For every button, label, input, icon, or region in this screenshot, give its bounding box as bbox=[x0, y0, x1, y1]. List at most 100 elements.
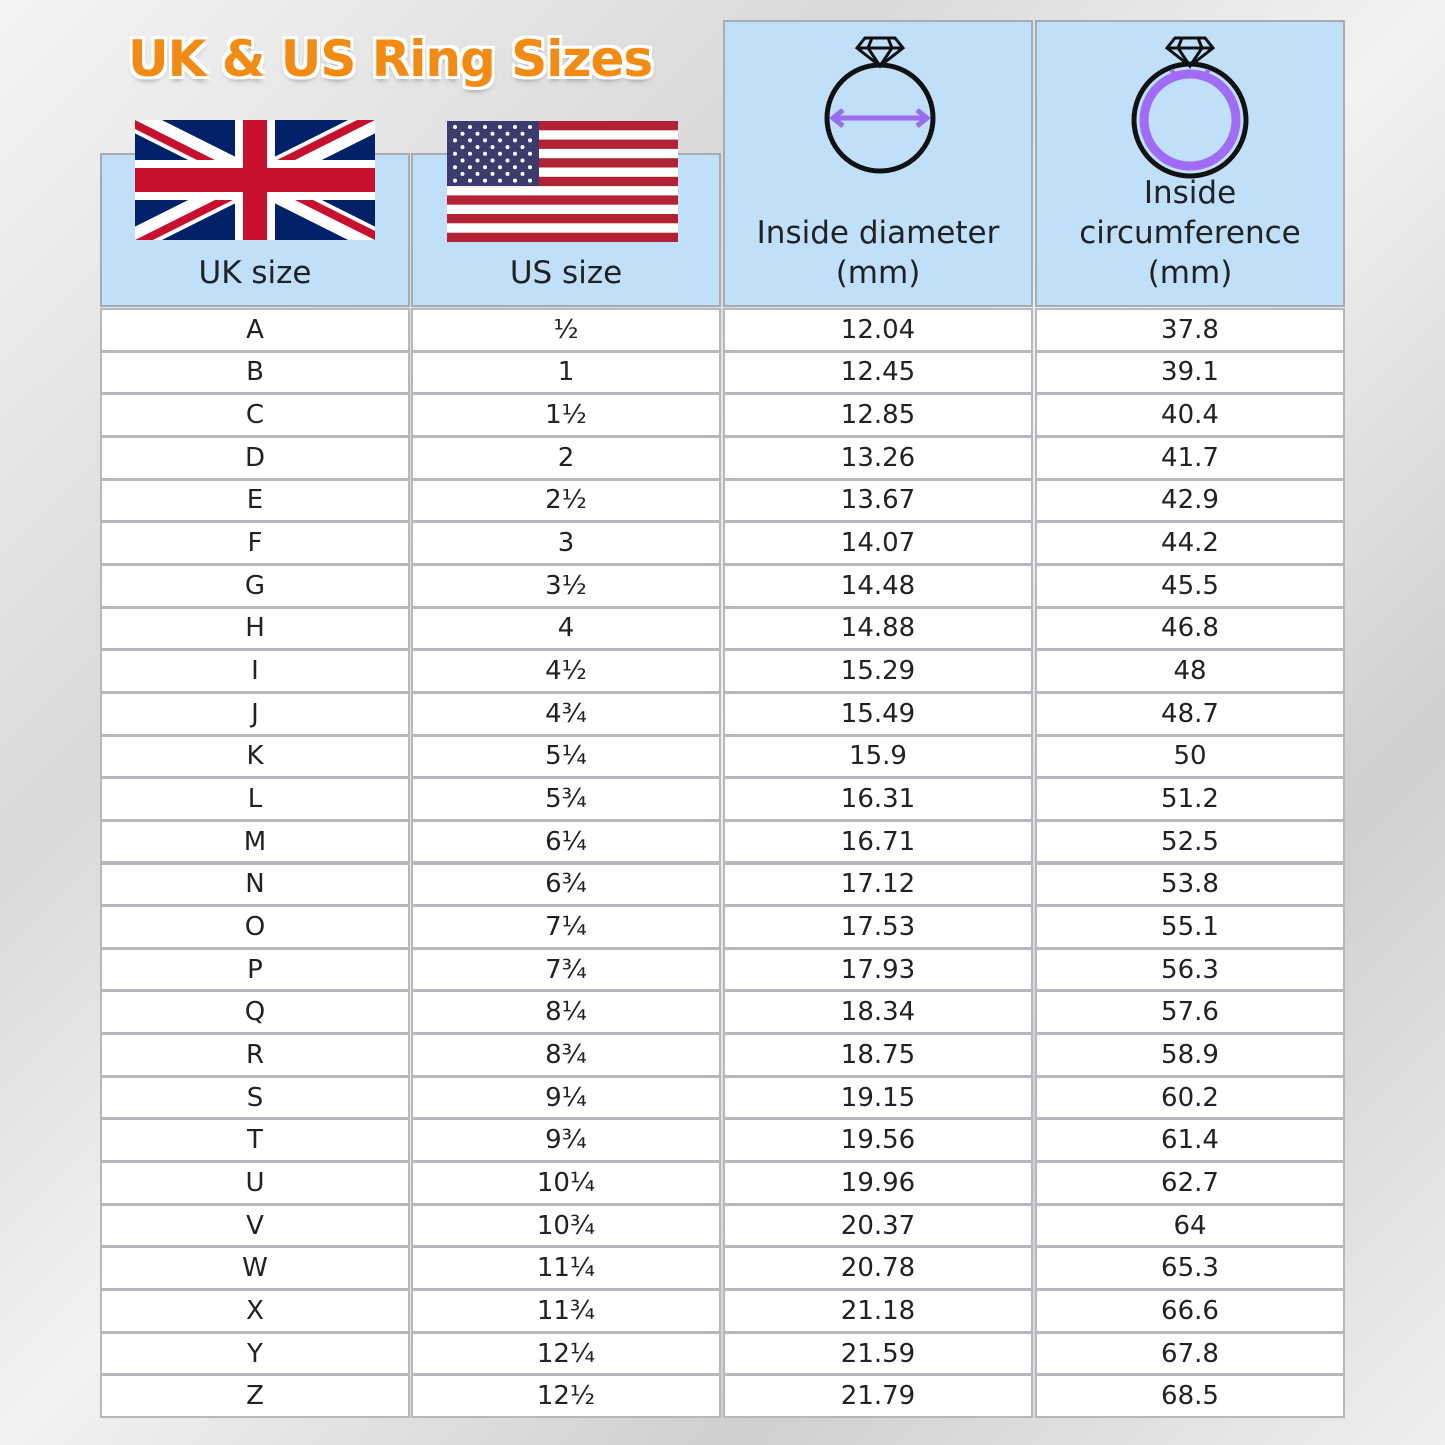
star bbox=[475, 171, 480, 176]
table-cell: 7¼ bbox=[411, 905, 721, 949]
table-cell: 39.1 bbox=[1035, 350, 1345, 395]
table-cell: 17.93 bbox=[723, 947, 1033, 992]
table-cell: 45.5 bbox=[1035, 563, 1345, 608]
table-cell: 14.48 bbox=[723, 563, 1033, 608]
star bbox=[528, 125, 532, 129]
us-flag bbox=[447, 121, 678, 242]
table-cell: E bbox=[100, 478, 410, 523]
table-cell: 68.5 bbox=[1035, 1374, 1345, 1418]
table-cell: 41.7 bbox=[1035, 435, 1345, 480]
star bbox=[483, 165, 487, 170]
header-line: UK size bbox=[198, 255, 312, 291]
table-cell: 21.18 bbox=[723, 1289, 1033, 1333]
table-cell: 16.71 bbox=[723, 819, 1033, 864]
star bbox=[513, 178, 517, 183]
table-cell: 48 bbox=[1035, 649, 1345, 693]
table-cell: 19.56 bbox=[723, 1118, 1033, 1163]
table-cell: T bbox=[100, 1118, 410, 1163]
star bbox=[460, 158, 465, 163]
star bbox=[528, 165, 532, 170]
table-cell: 57.6 bbox=[1035, 990, 1345, 1035]
table-cell: 1 bbox=[411, 350, 721, 395]
table-cell: Q bbox=[100, 990, 410, 1035]
table-cell: ½ bbox=[411, 308, 721, 352]
table-cell: 2½ bbox=[411, 478, 721, 523]
star bbox=[483, 125, 487, 129]
table-cell: 65.3 bbox=[1035, 1246, 1345, 1291]
table-cell: 4¾ bbox=[411, 691, 721, 736]
table-cell: D bbox=[100, 435, 410, 480]
header-line: Inside diameter bbox=[756, 215, 1000, 251]
table-cell: 61.4 bbox=[1035, 1118, 1345, 1163]
table-cell: 16.31 bbox=[723, 777, 1033, 821]
star bbox=[513, 165, 517, 170]
star bbox=[513, 151, 517, 156]
table-cell: 12¼ bbox=[411, 1331, 721, 1376]
table-cell: 53.8 bbox=[1035, 862, 1345, 907]
table-cell: 6¾ bbox=[411, 862, 721, 907]
star bbox=[528, 151, 532, 156]
table-cell: 48.7 bbox=[1035, 691, 1345, 736]
star bbox=[460, 145, 465, 150]
table-cell: 12.04 bbox=[723, 308, 1033, 352]
star bbox=[468, 165, 472, 170]
table-cell: 56.3 bbox=[1035, 947, 1345, 992]
star bbox=[483, 178, 487, 183]
header-line: circumference bbox=[1079, 215, 1301, 251]
star bbox=[505, 145, 510, 150]
table-cell: 58.9 bbox=[1035, 1033, 1345, 1077]
header-line: (mm) bbox=[835, 255, 921, 291]
header-line: Inside bbox=[1143, 175, 1237, 211]
star bbox=[468, 151, 472, 156]
table-cell: 13.67 bbox=[723, 478, 1033, 523]
table-cell: 8¾ bbox=[411, 1033, 721, 1077]
star bbox=[505, 171, 510, 176]
table-cell: 11¼ bbox=[411, 1246, 721, 1291]
star bbox=[468, 138, 472, 143]
star bbox=[498, 165, 502, 170]
table-cell: W bbox=[100, 1246, 410, 1291]
table-cell: 12.85 bbox=[723, 393, 1033, 437]
table-cell: 37.8 bbox=[1035, 308, 1345, 352]
table-cell: G bbox=[100, 563, 410, 608]
table-cell: 20.37 bbox=[723, 1203, 1033, 1248]
header-line: (mm) bbox=[1147, 255, 1233, 291]
table-cell: 14.88 bbox=[723, 606, 1033, 651]
star bbox=[460, 131, 465, 136]
star bbox=[498, 151, 502, 156]
table-cell: 14.07 bbox=[723, 521, 1033, 565]
table-cell: S bbox=[100, 1075, 410, 1120]
star bbox=[468, 125, 472, 129]
star bbox=[513, 125, 517, 129]
circumference-icon bbox=[1131, 36, 1249, 179]
table-cell: 17.53 bbox=[723, 905, 1033, 949]
table-cell: 51.2 bbox=[1035, 777, 1345, 821]
table-cell: 17.12 bbox=[723, 862, 1033, 907]
table-cell: I bbox=[100, 649, 410, 693]
table-cell: O bbox=[100, 905, 410, 949]
star bbox=[505, 131, 510, 136]
star bbox=[520, 171, 525, 176]
table-cell: 9¼ bbox=[411, 1075, 721, 1120]
table-cell: 4 bbox=[411, 606, 721, 651]
table-cell: 6¼ bbox=[411, 819, 721, 864]
star bbox=[498, 138, 502, 143]
table-cell: 40.4 bbox=[1035, 393, 1345, 437]
table-cell: 3 bbox=[411, 521, 721, 565]
table-cell: 62.7 bbox=[1035, 1161, 1345, 1205]
star bbox=[453, 165, 457, 170]
star bbox=[528, 178, 532, 183]
table-cell: 12.45 bbox=[723, 350, 1033, 395]
star bbox=[513, 138, 517, 143]
table-cell: 8¼ bbox=[411, 990, 721, 1035]
table-cell: 18.34 bbox=[723, 990, 1033, 1035]
table-cell: 4½ bbox=[411, 649, 721, 693]
table-cell: 19.96 bbox=[723, 1161, 1033, 1205]
star bbox=[490, 171, 495, 176]
table-cell: 21.79 bbox=[723, 1374, 1033, 1418]
star bbox=[468, 178, 472, 183]
table-cell: 21.59 bbox=[723, 1331, 1033, 1376]
table-cell: 5¼ bbox=[411, 734, 721, 779]
table-cell: H bbox=[100, 606, 410, 651]
column-header: Inside diameter (mm) bbox=[723, 20, 1033, 307]
